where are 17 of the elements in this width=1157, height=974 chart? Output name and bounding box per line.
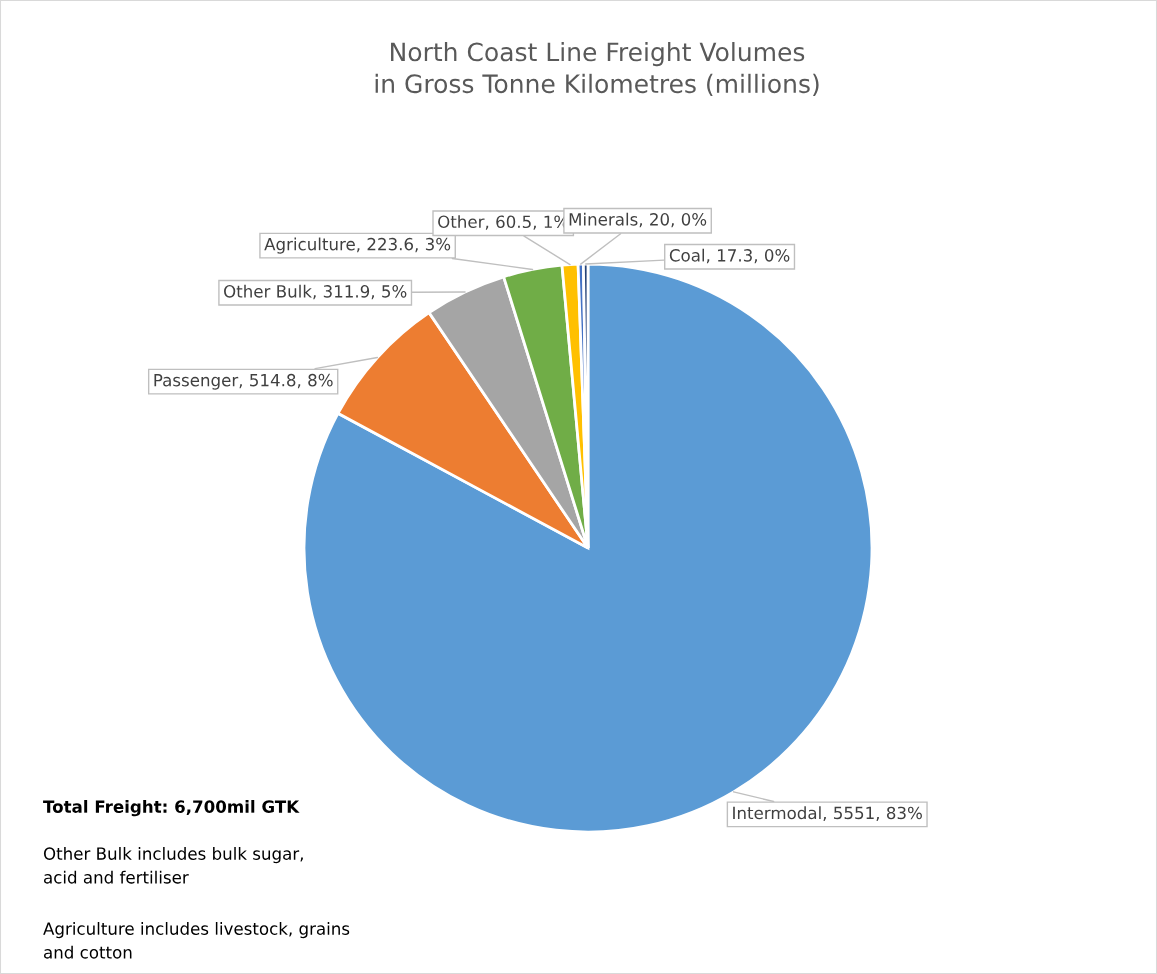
slice-label: Intermodal xyxy=(733,806,821,820)
slice-label: Other xyxy=(438,215,485,229)
text: Agriculture includes livestock, grains and cotton xyxy=(43,922,350,959)
text: Other Bulk includes bulk sugar, acid and fertiliser xyxy=(43,847,303,884)
slice-label: Minerals xyxy=(569,212,638,226)
data-label: , 223.6, 3% xyxy=(357,237,451,253)
slice-label: Passenger xyxy=(154,374,239,390)
chart-title: North Coast Line Freight Volumes in Gross Tonne Kilometres (millions) xyxy=(375,42,819,97)
slice-label: Other Bulk xyxy=(224,284,312,298)
slice-label: Coal xyxy=(669,248,705,262)
data-label: , 514.8, 8% xyxy=(239,373,333,389)
slice-label: Agriculture xyxy=(264,237,355,254)
data-label: , 5551, 83% xyxy=(823,806,922,821)
data-label: , 20, 0% xyxy=(639,213,707,228)
data-label: , 17.3, 0% xyxy=(706,249,790,264)
data-label: , 311.9, 5% xyxy=(313,285,407,300)
text: Total Freight: 6,700mil GTK xyxy=(43,800,300,817)
